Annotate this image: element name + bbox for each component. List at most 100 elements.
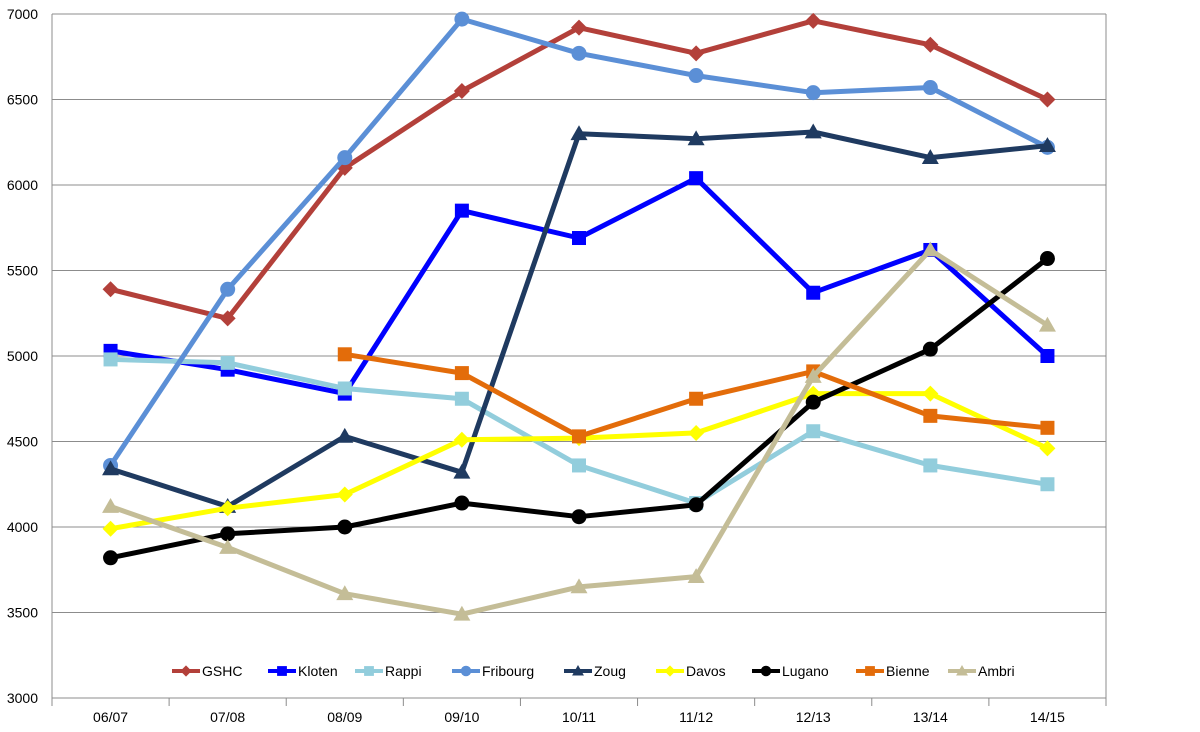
point-lugano: [337, 519, 353, 535]
point-fribourg: [805, 85, 821, 101]
legend-marker: [460, 665, 472, 677]
point-ambri: [921, 241, 939, 257]
point-davos: [219, 500, 236, 517]
series-lugano: [103, 251, 1055, 566]
point-bienne: [572, 429, 586, 444]
y-tick-label: 6000: [7, 177, 38, 193]
point-bienne: [1040, 420, 1055, 435]
point-ambri: [219, 539, 237, 554]
point-davos: [922, 385, 939, 402]
point-zoug: [336, 427, 354, 443]
point-lugano: [103, 550, 119, 566]
x-tick-label: 08/09: [327, 709, 362, 725]
y-tick-label: 5000: [7, 348, 38, 364]
point-rappi: [454, 391, 469, 406]
point-fribourg: [922, 80, 938, 96]
point-zoug: [1038, 137, 1056, 153]
y-tick-label: 5500: [7, 263, 38, 279]
point-bienne: [337, 347, 352, 362]
point-zoug: [570, 125, 588, 141]
y-tick-label: 4500: [7, 434, 38, 450]
point-lugano: [454, 495, 470, 511]
point-zoug: [453, 463, 471, 479]
point-ambri: [102, 497, 120, 513]
legend-label: Bienne: [886, 663, 930, 679]
legend-marker: [760, 665, 772, 677]
legend-item-davos: Davos: [656, 663, 726, 679]
point-lugano: [922, 341, 938, 357]
y-axis-ticks: 3000 3500 4000 4500 5000 5500 6000 6500 7000: [7, 6, 38, 706]
legend-marker: [664, 665, 676, 677]
x-tick-label: 12/13: [796, 709, 831, 725]
point-zoug: [687, 130, 705, 146]
legend-label: Ambri: [978, 663, 1015, 679]
point-fribourg: [571, 45, 587, 61]
point-fribourg: [337, 150, 353, 166]
series-lines: [102, 11, 1056, 621]
point-rappi: [806, 424, 821, 439]
y-tick-label: 6500: [7, 92, 38, 108]
point-gshc: [219, 310, 236, 327]
point-ambri: [804, 368, 822, 383]
x-tick-label: 10/11: [562, 709, 596, 725]
x-tick-label: 06/07: [93, 709, 128, 725]
point-davos: [688, 424, 705, 441]
legend-item-fribourg: Fribourg: [452, 663, 534, 679]
point-gshc: [1039, 91, 1056, 108]
point-bienne: [689, 391, 704, 406]
series-fribourg: [103, 11, 1055, 473]
legend-marker: [364, 666, 374, 676]
point-gshc: [922, 36, 939, 53]
point-lugano: [1039, 251, 1055, 267]
y-tick-label: 3000: [7, 690, 38, 706]
point-lugano: [220, 526, 236, 542]
series-ambri: [102, 241, 1056, 621]
point-davos: [102, 520, 119, 537]
legend: GSHC Kloten Rappi Fribourg Zoug Davos Lugano Bi…: [172, 663, 1015, 679]
legend-marker: [277, 666, 287, 676]
point-davos: [336, 486, 353, 503]
point-gshc: [571, 19, 587, 36]
point-kloten: [806, 285, 821, 300]
legend-marker: [572, 665, 584, 676]
point-fribourg: [454, 11, 470, 27]
series-zoug: [102, 123, 1056, 513]
point-zoug: [921, 149, 939, 165]
x-tick-label: 11/12: [679, 709, 713, 725]
point-rappi: [337, 381, 352, 396]
point-lugano: [571, 509, 587, 525]
point-bienne: [454, 366, 469, 381]
point-fribourg: [688, 68, 704, 84]
point-kloten: [1040, 349, 1055, 363]
point-rappi: [572, 458, 586, 473]
x-tick-label: 07/08: [210, 709, 245, 725]
point-fribourg: [220, 281, 236, 297]
legend-item-zoug: Zoug: [564, 663, 626, 679]
point-kloten: [689, 171, 704, 186]
legend-marker: [180, 665, 192, 677]
legend-item-ambri: Ambri: [948, 663, 1015, 679]
point-ambri: [336, 585, 354, 601]
point-ambri: [1038, 316, 1056, 332]
legend-marker: [956, 665, 968, 676]
point-ambri: [570, 578, 588, 594]
legend-item-kloten: Kloten: [268, 663, 338, 679]
legend-item-lugano: Lugano: [752, 663, 829, 679]
point-lugano: [805, 394, 821, 410]
legend-item-gshc: GSHC: [172, 663, 242, 679]
legend-label: Zoug: [594, 663, 626, 679]
point-gshc: [805, 12, 822, 29]
point-kloten: [454, 203, 469, 218]
point-davos: [453, 431, 470, 448]
point-gshc: [453, 82, 470, 99]
legend-label: Lugano: [782, 663, 829, 679]
x-tick-label: 13/14: [913, 709, 948, 725]
point-bienne: [923, 408, 938, 423]
point-ambri: [453, 605, 471, 621]
x-tick-label: 09/10: [444, 709, 479, 725]
point-gshc: [688, 45, 705, 62]
point-rappi: [923, 458, 938, 473]
legend-label: Fribourg: [482, 663, 534, 679]
